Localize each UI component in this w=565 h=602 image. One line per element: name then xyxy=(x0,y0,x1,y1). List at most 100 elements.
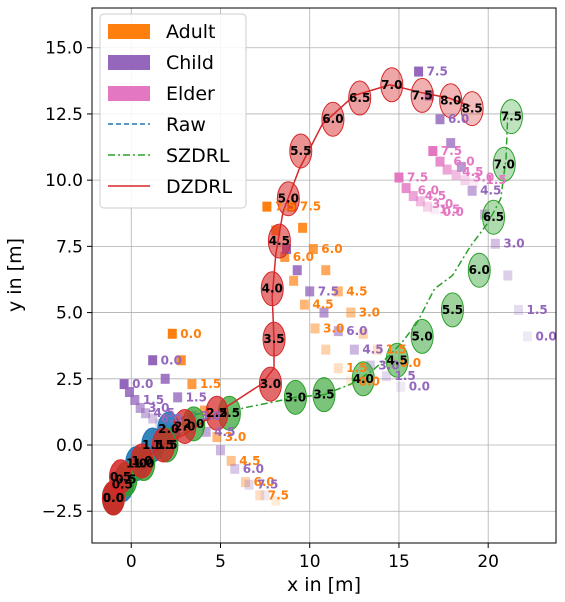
pedestrian-marker xyxy=(480,209,490,220)
pedestrian-marker xyxy=(321,265,331,276)
trajectory-time-label: 7.0 xyxy=(494,157,515,171)
legend: Adult Child Elder Raw SZDRL DZDRL xyxy=(99,13,247,209)
trajectory-time-label: 1.0 xyxy=(133,457,154,471)
trajectory-time-label: 4.5 xyxy=(387,353,408,367)
pedestrian-marker xyxy=(349,344,359,355)
y-tick-label: −2.5 xyxy=(42,502,83,522)
pedestrian-marker xyxy=(240,477,250,488)
trajectory-ellipse-dzdrl xyxy=(410,77,434,113)
y-tick-label: 0.0 xyxy=(56,436,83,456)
trajectory-ellipse-dzdrl xyxy=(321,101,345,137)
pedestrian-marker xyxy=(255,490,265,501)
pedestrian-marker xyxy=(456,161,466,172)
trajectory-ellipse-dzdrl xyxy=(173,408,197,444)
y-tick-label: 10.0 xyxy=(45,171,83,191)
pedestrian-marker xyxy=(308,244,318,255)
trajectory-time-label: 6.5 xyxy=(483,210,504,224)
trajectory-layer xyxy=(101,67,523,516)
pedestrian-marker xyxy=(467,185,477,196)
trajectory-ellipse-szdrl xyxy=(283,379,307,415)
pedestrian-time-label: 4.5 xyxy=(312,298,333,312)
pedestrian-marker xyxy=(373,344,383,355)
pedestrian-marker xyxy=(490,238,500,249)
trajectory-ellipse-dzdrl xyxy=(460,91,484,127)
trajectory-ellipse-szdrl xyxy=(492,146,516,182)
trajectory-ellipse-dzdrl xyxy=(380,67,404,103)
pedestrian-marker xyxy=(201,426,211,437)
pedestrian-time-label: 6.0 xyxy=(243,462,264,476)
trajectory-time-label: 0.5 xyxy=(112,478,133,492)
pedestrian-marker xyxy=(141,408,151,419)
pedestrian-marker xyxy=(358,328,368,339)
x-axis-title: x in [m] xyxy=(287,574,361,596)
legend-label-szdrl: SZDRL xyxy=(166,145,230,167)
pedestrian-time-label: 7.5 xyxy=(257,478,278,492)
pedestrian-marker xyxy=(503,270,513,281)
plot-frame xyxy=(91,7,557,544)
pedestrian-marker xyxy=(333,363,343,374)
trajectory-time-label: 3.5 xyxy=(263,332,284,346)
pedestrian-time-label: 4.5 xyxy=(154,406,175,420)
pedestrian-time-label: 4.5 xyxy=(239,454,260,468)
pedestrian-time-label: 1.5 xyxy=(485,173,506,187)
trajectory-time-label: 5.5 xyxy=(290,144,311,158)
pedestrian-time-label: 0.0 xyxy=(535,329,556,343)
trajectory-time-label: 8.0 xyxy=(440,94,461,108)
trajectory-time-label: 1.0 xyxy=(131,454,152,468)
trajectory-ellipse-dzdrl xyxy=(262,321,286,357)
pedestrian-time-label: 3.0 xyxy=(359,306,380,320)
pedestrian-marker xyxy=(522,331,532,342)
pedestrian-marker xyxy=(215,445,225,456)
trajectory-time-label: 4.0 xyxy=(262,282,283,296)
legend-swatch-adult xyxy=(108,24,150,39)
legend-swatch-child xyxy=(108,55,150,70)
x-tick-label: 10 xyxy=(299,552,321,572)
pedestrian-time-label: 3.0 xyxy=(503,237,524,251)
pedestrian-time-label: 0.0 xyxy=(400,356,421,370)
trajectory-time-label: 2.5 xyxy=(206,406,227,420)
pedestrian-marker xyxy=(346,307,356,318)
trajectory-time-label: 0.0 xyxy=(103,491,124,505)
pedestrian-marker xyxy=(148,355,158,366)
pedestrian-marker xyxy=(160,373,170,384)
pedestrian-time-label: 3.0 xyxy=(148,401,169,415)
y-tick-label: 15.0 xyxy=(45,39,83,59)
pedestrian-time-label: 4.5 xyxy=(462,165,483,179)
pedestrian-marker xyxy=(310,323,320,334)
pedestrian-time-label: 6.0 xyxy=(253,475,274,489)
trajectory-time-label: 0.5 xyxy=(115,472,136,486)
trajectory-time-label: 2.0 xyxy=(158,422,179,436)
pedestrian-marker xyxy=(135,402,145,413)
pedestrian-marker xyxy=(430,204,440,215)
pedestrian-marker xyxy=(424,90,434,101)
legend-label-adult: Adult xyxy=(166,21,216,43)
x-tick-label: 5 xyxy=(215,552,226,572)
trajectory-time-label: 0.0 xyxy=(103,491,124,505)
trajectory-time-label: 3.0 xyxy=(260,377,281,391)
pedestrian-time-label: 1.5 xyxy=(200,377,221,391)
trajectory-time-label: 1.5 xyxy=(156,438,177,452)
pedestrian-marker xyxy=(451,169,461,180)
pedestrian-marker xyxy=(415,196,425,207)
trajectory-ellipse-dzdrl xyxy=(276,181,300,217)
trajectory-time-label: 1.5 xyxy=(153,438,174,452)
pedestrian-time-label: 1.5 xyxy=(394,369,415,383)
pedestrian-marker xyxy=(423,201,433,212)
pedestrian-time-label: 6.0 xyxy=(293,250,314,264)
pedestrian-time-label: 3.0 xyxy=(200,409,221,423)
pedestrian-time-label: 6.0 xyxy=(346,324,367,338)
trajectory-time-label: 5.0 xyxy=(412,329,433,343)
pedestrian-marker xyxy=(435,156,445,167)
trajectory-time-label: 4.0 xyxy=(353,372,374,386)
pedestrian-marker xyxy=(446,138,456,149)
pedestrian-marker xyxy=(442,164,452,175)
pedestrian-time-label: 0.0 xyxy=(443,205,464,219)
y-tick-label: 7.5 xyxy=(56,237,83,257)
pedestrian-marker xyxy=(226,455,236,466)
axis-ticks: 0 5 10 15 20−2.50.02.55.07.510.012.515.0 xyxy=(42,39,499,572)
pedestrian-time-label: 1.5 xyxy=(143,393,164,407)
pedestrian-time-label: 1.5 xyxy=(527,303,548,317)
trajectory-time-label: 1.0 xyxy=(126,457,147,471)
pedestrian-marker xyxy=(333,326,343,337)
